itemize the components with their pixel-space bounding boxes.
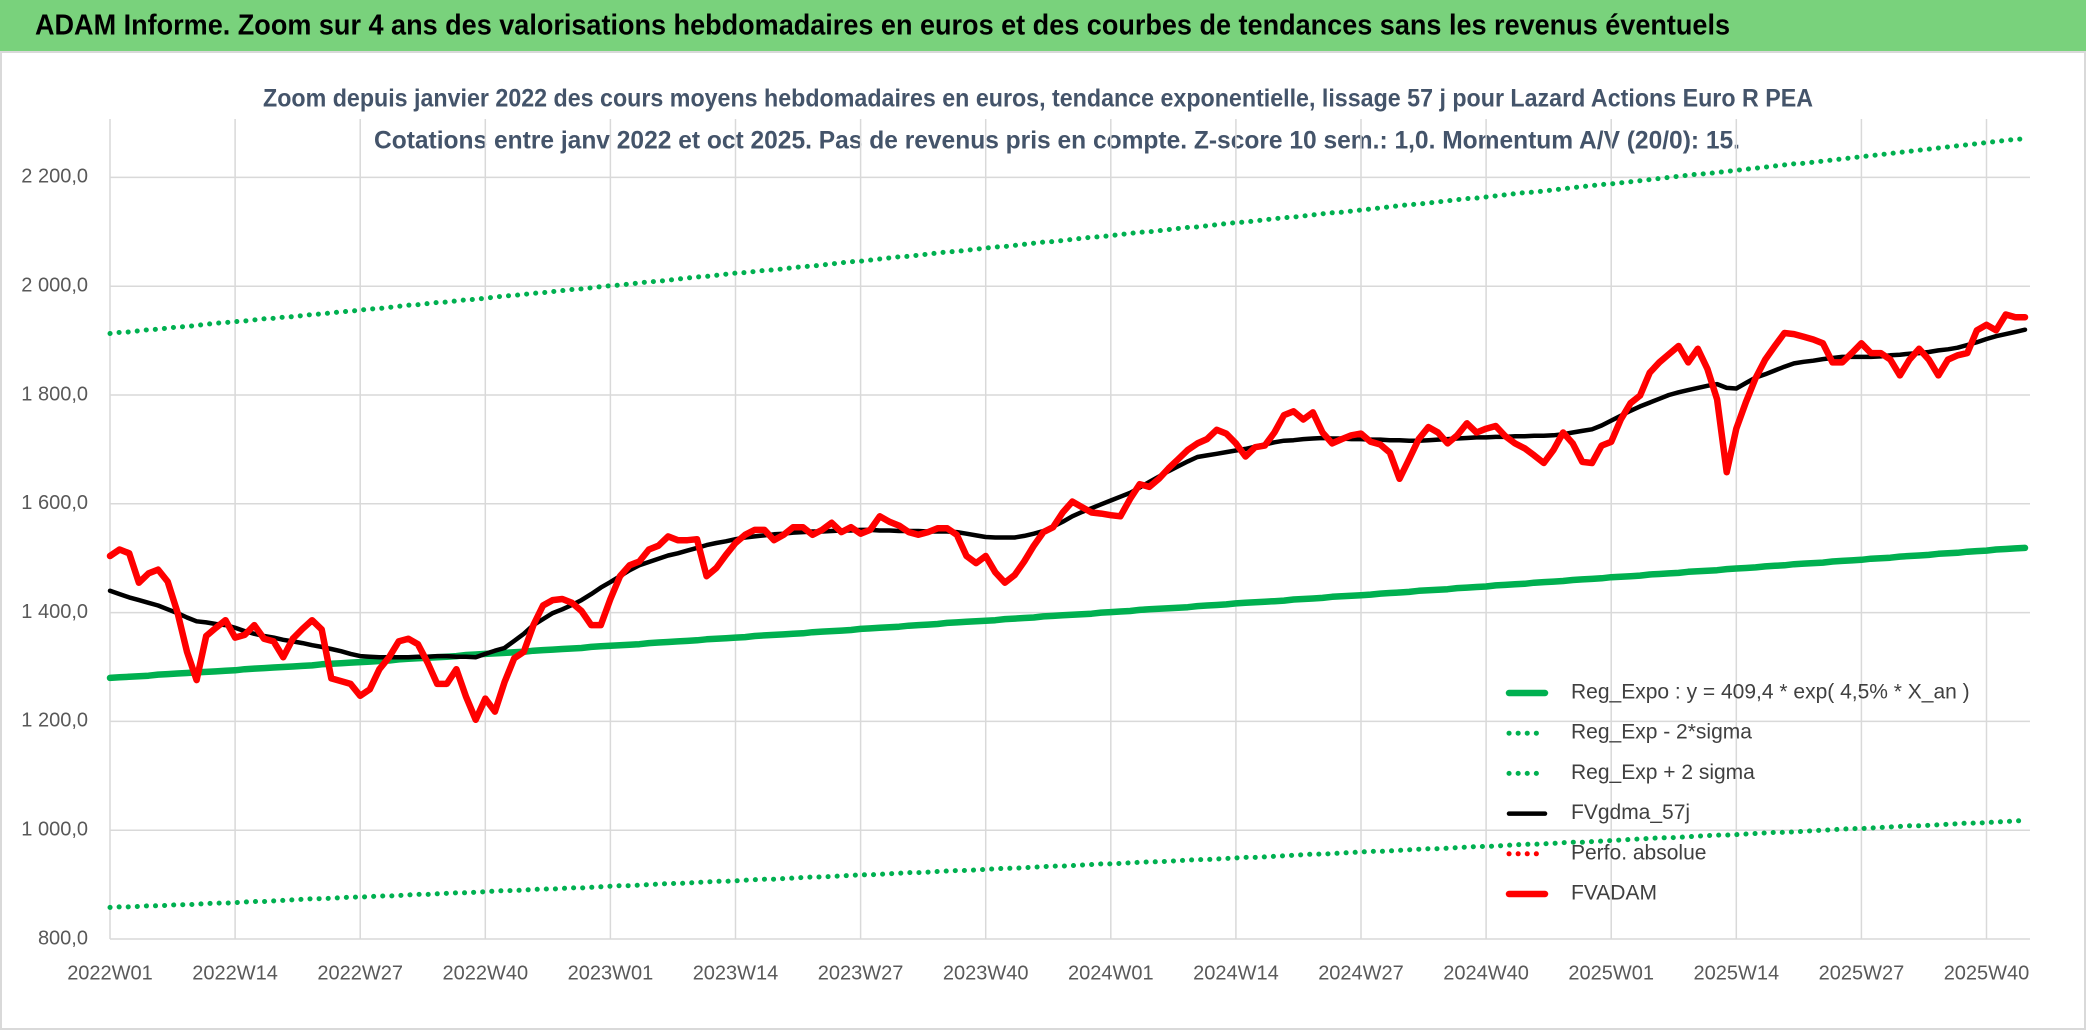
legend-label: Reg_Exp + 2 sigma [1571, 761, 1755, 784]
y-tick-label: 2 200,0 [21, 166, 88, 188]
legend-label: Perfo. absolue [1571, 841, 1706, 864]
chart-subtitle: Cotations entre janv 2022 et oct 2025. P… [374, 127, 1740, 155]
banner-bar [0, 0, 2086, 52]
x-tick-label: 2022W01 [67, 962, 153, 984]
legend-label: Reg_Exp - 2*sigma [1571, 721, 1752, 744]
legend-label: FVADAM [1571, 882, 1657, 905]
series-line [107, 136, 2028, 336]
x-tick-label: 2025W01 [1568, 962, 1654, 984]
x-tick-label: 2024W27 [1318, 962, 1404, 984]
y-tick-label: 1 200,0 [21, 710, 88, 732]
x-tick-label: 2023W01 [568, 962, 654, 984]
x-tick-label: 2024W14 [1193, 962, 1279, 984]
y-tick-label: 1 400,0 [21, 601, 88, 623]
series-line [107, 817, 2028, 910]
x-tick-label: 2025W27 [1819, 962, 1905, 984]
banner-title: ADAM Informe. Zoom sur 4 ans des valoris… [35, 10, 1730, 42]
x-tick-label: 2024W40 [1443, 962, 1529, 984]
x-tick-label: 2022W40 [442, 962, 528, 984]
series-line [107, 327, 2028, 660]
x-tick-label: 2025W14 [1693, 962, 1779, 984]
y-tick-label: 2 000,0 [21, 274, 88, 296]
x-tick-label: 2023W14 [693, 962, 779, 984]
x-tick-label: 2025W40 [1944, 962, 2030, 984]
legend-label: FVgdma_57j [1571, 801, 1690, 824]
y-tick-label: 800,0 [38, 927, 88, 949]
series-line [106, 311, 2029, 724]
x-tick-label: 2024W01 [1068, 962, 1154, 984]
x-tick-label: 2023W40 [943, 962, 1029, 984]
x-tick-label: 2023W27 [818, 962, 904, 984]
y-tick-label: 1 800,0 [21, 383, 88, 405]
y-tick-label: 1 600,0 [21, 492, 88, 514]
x-tick-label: 2022W14 [192, 962, 278, 984]
x-tick-label: 2022W27 [317, 962, 403, 984]
chart-title: Zoom depuis janvier 2022 des cours moyen… [263, 85, 1813, 113]
chart-frame [0, 51, 2086, 1030]
y-tick-label: 1 000,0 [21, 818, 88, 840]
legend-label: Reg_Expo : y = 409,4 * exp( 4,5% * X_an … [1571, 681, 1970, 704]
